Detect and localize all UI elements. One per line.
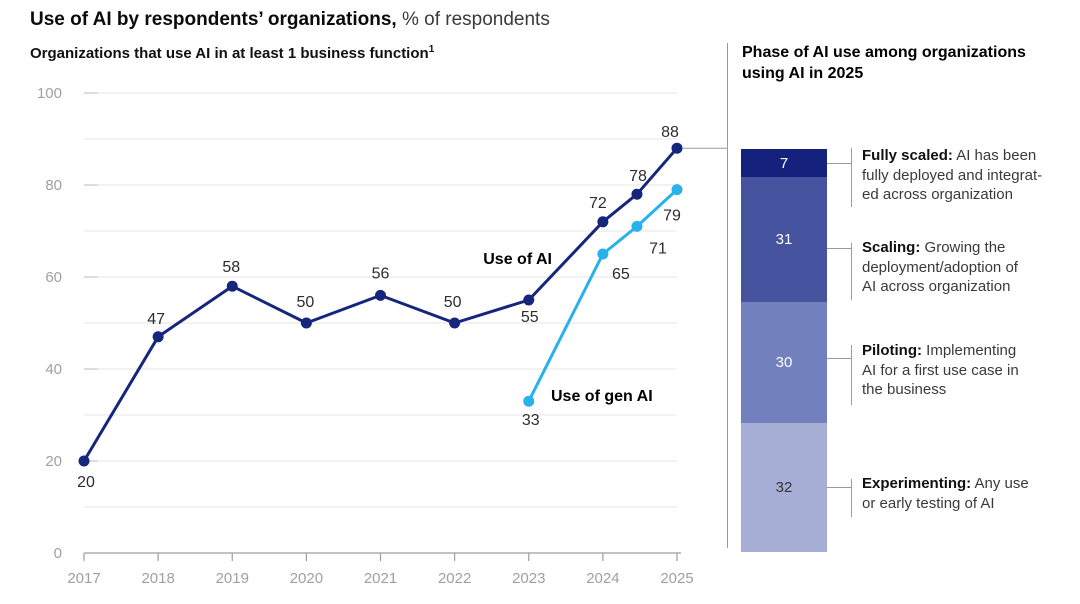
data-point [523, 395, 535, 407]
phase-label-lead: Piloting: [862, 342, 922, 359]
data-point [631, 220, 643, 232]
data-point [671, 142, 683, 154]
bar-segment-0: 7 [741, 149, 827, 178]
phase-connector [827, 358, 851, 359]
chart-subtitle: Organizations that use AI in at least 1 … [30, 44, 434, 62]
data-label: 71 [649, 240, 667, 257]
x-axis-label: 2025 [660, 570, 693, 587]
data-point [671, 184, 683, 196]
data-point [375, 289, 386, 301]
data-point [597, 248, 609, 260]
chart-subtitle-text: Organizations that use AI in at least 1 … [30, 45, 429, 62]
data-point [78, 455, 90, 467]
phase-label-1: Scaling: Growing the deployment/adoption… [862, 238, 1080, 297]
footnote-marker: 1 [428, 44, 435, 55]
data-point [152, 331, 164, 343]
bar-segment-2: 30 [741, 302, 827, 424]
phase-connector [827, 163, 851, 164]
y-axis-label: 20 [45, 453, 62, 470]
phase-connector-tick [851, 243, 852, 300]
data-label: 78 [629, 168, 647, 185]
phase-label-desc: Implementing AI for a first use case in … [862, 342, 1019, 398]
phase-label-lead: Scaling: [862, 239, 921, 256]
phase-label-2: Piloting: Implementing AI for a first us… [862, 341, 1080, 400]
bar-segment-1: 31 [741, 177, 827, 303]
data-point [449, 317, 461, 329]
y-axis-label: 60 [45, 269, 62, 286]
phase-connector [827, 487, 851, 488]
phase-connector [827, 248, 851, 249]
phase-label-0: Fully scaled: AI has been fully deployed… [862, 146, 1080, 205]
chart-title: Use of AI by respondents’ organizations,… [30, 9, 550, 31]
series-label-use-of-ai: Use of AI [483, 251, 552, 268]
x-axis-label: 2018 [141, 570, 174, 587]
data-label: 58 [222, 259, 240, 276]
series-label-use-of-gen-ai: Use of gen AI [551, 388, 653, 405]
x-axis-label: 2021 [364, 570, 397, 587]
y-axis-label: 80 [45, 177, 62, 194]
data-label: 47 [147, 311, 165, 328]
chart-title-main: Use of AI by respondents’ organizations, [30, 9, 397, 30]
data-point [300, 317, 312, 329]
phase-connector-tick [851, 479, 852, 517]
series-line-use-of-ai [82, 146, 679, 463]
data-label: 20 [77, 474, 95, 491]
series-line-use-of-gen-ai [527, 188, 679, 403]
stacked-bar: 7 31 30 32 [741, 149, 827, 552]
data-label: 50 [296, 294, 314, 311]
x-axis-label: 2020 [290, 570, 323, 587]
x-axis-label: 2024 [586, 570, 619, 587]
data-point [597, 216, 609, 228]
data-label: 72 [589, 195, 607, 212]
x-axis-label: 2019 [216, 570, 249, 587]
x-axis-label: 2023 [512, 570, 545, 587]
y-axis-label: 0 [54, 545, 62, 562]
phase-connector-tick [851, 345, 852, 405]
data-point [523, 294, 535, 306]
line-chart: 0 20 40 60 80 100 2017 2018 2019 2020 2021 2022 2023… [37, 85, 728, 587]
data-label: 50 [444, 294, 462, 311]
phase-label-desc: AI has been fully deployed and integrat-… [862, 147, 1043, 203]
chart-title-unit: % of respondents [401, 9, 550, 30]
y-axis-label: 40 [45, 361, 62, 378]
phase-label-desc: Any use or early testing of AI [862, 475, 1029, 512]
data-label: 33 [522, 412, 540, 429]
phase-label-lead: Fully scaled: [862, 147, 953, 164]
x-axis-label: 2022 [438, 570, 471, 587]
data-label: 56 [372, 265, 390, 282]
x-axis-label: 2017 [67, 570, 100, 587]
phase-label-lead: Experimenting: [862, 475, 972, 492]
phase-connector-tick [851, 148, 852, 207]
data-label: 79 [663, 208, 681, 225]
data-point [226, 280, 238, 292]
data-label: 65 [612, 266, 630, 283]
data-label: 88 [661, 124, 679, 141]
y-axis-label: 100 [37, 85, 62, 102]
bar-segment-3: 32 [741, 423, 827, 552]
phase-panel-title: Phase of AI use among organizations usin… [742, 44, 1026, 82]
data-label: 55 [521, 309, 539, 326]
phase-label-3: Experimenting: Any use or early testing … [862, 474, 1080, 513]
phase-label-desc: Growing the deployment/adoption of AI ac… [862, 239, 1018, 295]
panel-divider [727, 43, 728, 548]
data-point [631, 188, 643, 200]
